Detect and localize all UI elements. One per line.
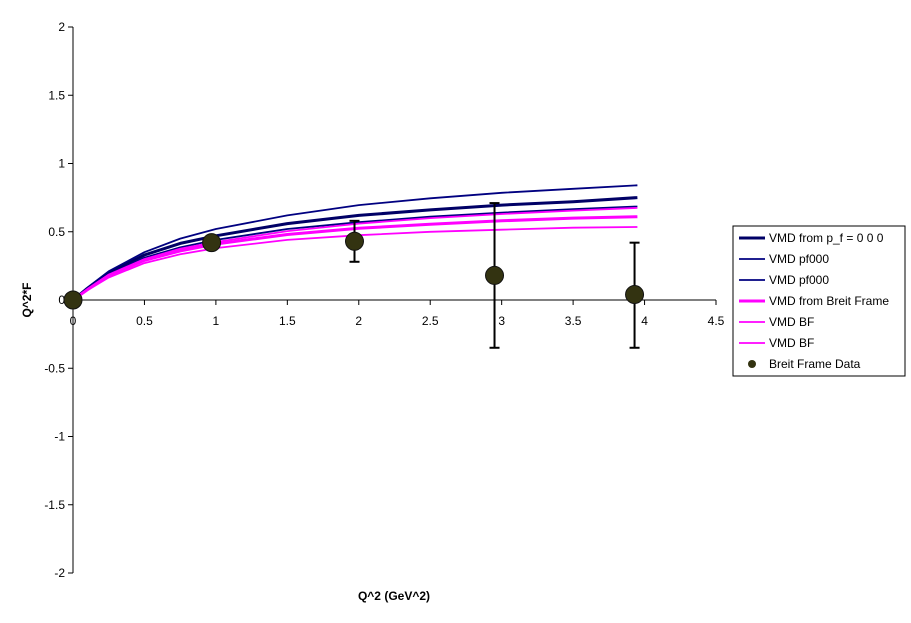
- y-tick-label: 1.5: [48, 88, 65, 102]
- y-tick-label: 0: [58, 293, 65, 307]
- data-point: [63, 290, 83, 310]
- x-tick-label: 4.5: [708, 314, 725, 328]
- legend-label-3: VMD from Breit Frame: [769, 294, 889, 308]
- legend-label-6: Breit Frame Data: [769, 357, 861, 371]
- plot-area: -2 -1.5 -1 -0.5 0 0.5 1 1.5 2 0 0.5 1 1.5 2 2.5 3 3.5 4 4.…: [44, 20, 724, 580]
- data-point: [485, 265, 505, 285]
- y-tick-label: -2: [54, 566, 65, 580]
- x-tick-label: 2.5: [422, 314, 439, 328]
- x-tick-label: 3: [498, 314, 505, 328]
- y-axis-title: Q^2*F: [20, 282, 34, 317]
- legend: VMD from p_f = 0 0 0 VMD pf000 VMD pf000 VM…: [732, 225, 906, 377]
- x-tick-label: 0.5: [136, 314, 153, 328]
- series-line-4: [72, 207, 638, 301]
- y-tick-label: -0.5: [44, 361, 65, 375]
- x-tick-label: 0: [70, 314, 77, 328]
- x-tick-label: 3.5: [565, 314, 582, 328]
- data-point: [202, 233, 222, 253]
- x-tick-label: 1.5: [279, 314, 296, 328]
- series-line-5: [72, 226, 638, 301]
- y-tick-label: -1: [54, 430, 65, 444]
- y-tick-label: 0.5: [48, 225, 65, 239]
- y-tick-label: -1.5: [44, 498, 65, 512]
- legend-label-4: VMD BF: [769, 315, 814, 329]
- legend-swatch-6: [748, 360, 756, 368]
- legend-label-1: VMD pf000: [769, 252, 829, 266]
- x-tick-label: 4: [641, 314, 648, 328]
- y-tick-label: 2: [58, 20, 65, 34]
- legend-label-0: VMD from p_f = 0 0 0: [769, 231, 884, 245]
- x-tick-label: 2: [355, 314, 362, 328]
- series-line-1: [72, 184, 638, 301]
- legend-label-2: VMD pf000: [769, 273, 829, 287]
- series-line-0: [72, 196, 638, 302]
- data-point: [625, 285, 645, 305]
- x-axis-title: Q^2 (GeV^2): [358, 589, 430, 603]
- y-tick-label: 1: [58, 157, 65, 171]
- data-point: [344, 231, 364, 251]
- legend-label-5: VMD BF: [769, 336, 814, 350]
- x-tick-label: 1: [213, 314, 220, 328]
